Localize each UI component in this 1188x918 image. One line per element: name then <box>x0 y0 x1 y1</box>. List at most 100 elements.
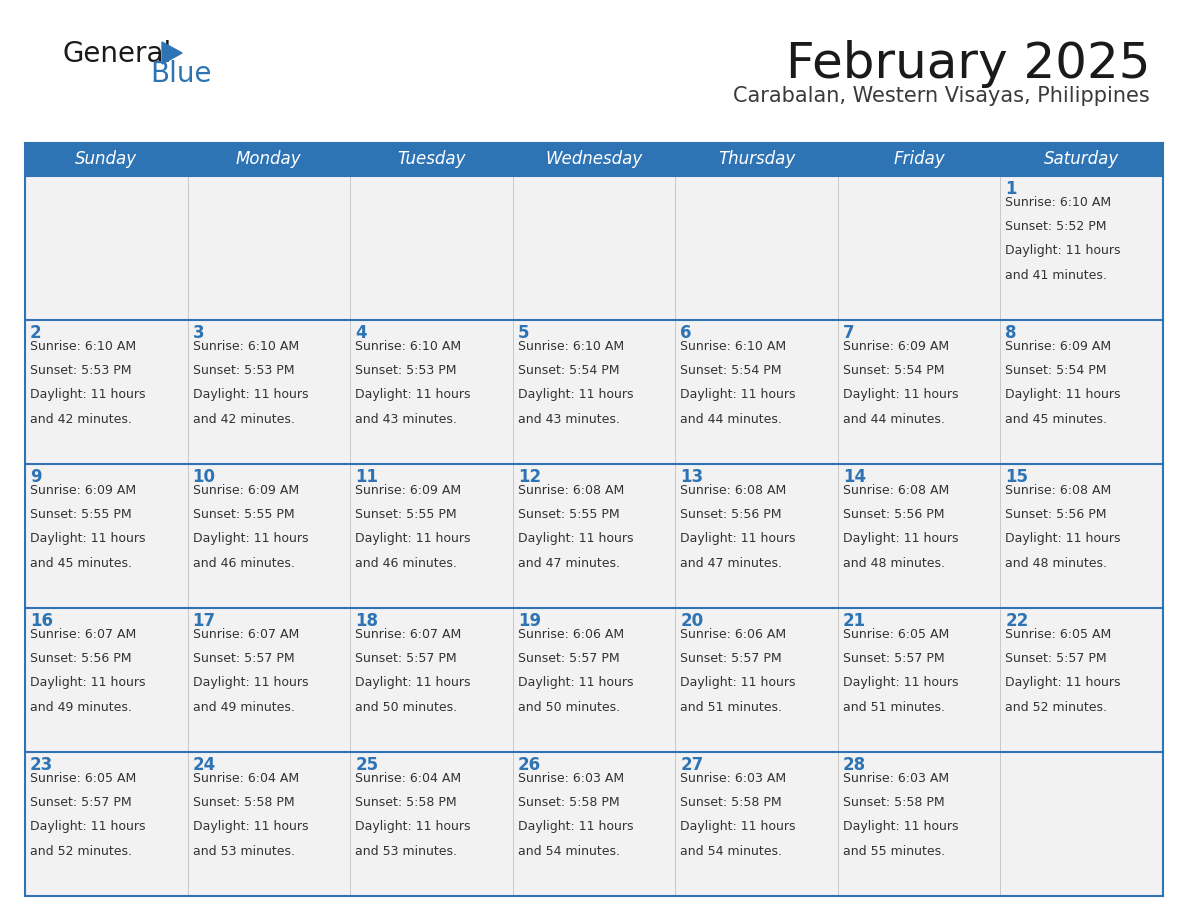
Text: Daylight: 11 hours: Daylight: 11 hours <box>30 388 145 401</box>
Text: Sunset: 5:57 PM: Sunset: 5:57 PM <box>30 796 132 809</box>
Text: Sunrise: 6:10 AM: Sunrise: 6:10 AM <box>518 340 624 353</box>
Text: Sunset: 5:54 PM: Sunset: 5:54 PM <box>842 364 944 377</box>
Bar <box>350 464 513 608</box>
Text: Sunset: 5:57 PM: Sunset: 5:57 PM <box>355 652 456 666</box>
Text: and 47 minutes.: and 47 minutes. <box>518 556 620 569</box>
Bar <box>350 608 513 752</box>
Text: 1: 1 <box>1005 180 1017 198</box>
Text: Daylight: 11 hours: Daylight: 11 hours <box>192 821 308 834</box>
Text: Daylight: 11 hours: Daylight: 11 hours <box>355 677 470 689</box>
Bar <box>513 608 675 752</box>
Bar <box>188 320 350 464</box>
Text: and 55 minutes.: and 55 minutes. <box>842 845 944 857</box>
Text: and 45 minutes.: and 45 minutes. <box>30 556 132 569</box>
Text: Sunrise: 6:04 AM: Sunrise: 6:04 AM <box>355 772 461 785</box>
Text: 2: 2 <box>30 324 42 342</box>
Bar <box>350 320 513 464</box>
Polygon shape <box>162 42 182 64</box>
Text: Daylight: 11 hours: Daylight: 11 hours <box>192 532 308 545</box>
Text: Sunrise: 6:05 AM: Sunrise: 6:05 AM <box>30 772 137 785</box>
Text: Sunrise: 6:06 AM: Sunrise: 6:06 AM <box>518 628 624 641</box>
Text: Sunrise: 6:08 AM: Sunrise: 6:08 AM <box>842 484 949 497</box>
Text: and 53 minutes.: and 53 minutes. <box>192 845 295 857</box>
Text: Sunset: 5:58 PM: Sunset: 5:58 PM <box>842 796 944 809</box>
Text: 9: 9 <box>30 468 42 486</box>
Text: Sunrise: 6:09 AM: Sunrise: 6:09 AM <box>192 484 298 497</box>
Text: 4: 4 <box>355 324 367 342</box>
Text: Daylight: 11 hours: Daylight: 11 hours <box>1005 388 1121 401</box>
Text: 3: 3 <box>192 324 204 342</box>
Text: 19: 19 <box>518 612 541 630</box>
Text: Sunset: 5:54 PM: Sunset: 5:54 PM <box>681 364 782 377</box>
Text: Daylight: 11 hours: Daylight: 11 hours <box>842 532 959 545</box>
Text: Thursday: Thursday <box>718 151 795 169</box>
Text: Sunrise: 6:09 AM: Sunrise: 6:09 AM <box>355 484 461 497</box>
Text: 17: 17 <box>192 612 216 630</box>
Text: and 50 minutes.: and 50 minutes. <box>518 700 620 713</box>
Text: Sunset: 5:57 PM: Sunset: 5:57 PM <box>1005 652 1107 666</box>
Text: and 52 minutes.: and 52 minutes. <box>1005 700 1107 713</box>
Text: Daylight: 11 hours: Daylight: 11 hours <box>681 821 796 834</box>
Bar <box>838 176 1000 320</box>
Text: 27: 27 <box>681 756 703 774</box>
Text: Daylight: 11 hours: Daylight: 11 hours <box>518 532 633 545</box>
Text: and 47 minutes.: and 47 minutes. <box>681 556 782 569</box>
Bar <box>25 143 1163 176</box>
Text: Friday: Friday <box>893 151 944 169</box>
Bar <box>25 320 188 464</box>
Text: Sunset: 5:53 PM: Sunset: 5:53 PM <box>355 364 456 377</box>
Text: Daylight: 11 hours: Daylight: 11 hours <box>355 388 470 401</box>
Text: and 49 minutes.: and 49 minutes. <box>192 700 295 713</box>
Bar <box>675 752 838 896</box>
Text: Sunrise: 6:05 AM: Sunrise: 6:05 AM <box>842 628 949 641</box>
Text: Wednesday: Wednesday <box>545 151 643 169</box>
Text: and 43 minutes.: and 43 minutes. <box>355 412 457 426</box>
Text: Daylight: 11 hours: Daylight: 11 hours <box>355 821 470 834</box>
Text: Blue: Blue <box>150 60 211 88</box>
Text: Sunset: 5:52 PM: Sunset: 5:52 PM <box>1005 220 1107 233</box>
Text: Sunrise: 6:05 AM: Sunrise: 6:05 AM <box>1005 628 1112 641</box>
Text: and 42 minutes.: and 42 minutes. <box>192 412 295 426</box>
Text: Sunrise: 6:06 AM: Sunrise: 6:06 AM <box>681 628 786 641</box>
Text: Sunset: 5:53 PM: Sunset: 5:53 PM <box>192 364 295 377</box>
Text: Daylight: 11 hours: Daylight: 11 hours <box>1005 677 1121 689</box>
Text: Sunrise: 6:09 AM: Sunrise: 6:09 AM <box>30 484 137 497</box>
Bar <box>1000 752 1163 896</box>
Text: Sunrise: 6:09 AM: Sunrise: 6:09 AM <box>1005 340 1112 353</box>
Text: Daylight: 11 hours: Daylight: 11 hours <box>192 677 308 689</box>
Text: Daylight: 11 hours: Daylight: 11 hours <box>30 821 145 834</box>
Text: 21: 21 <box>842 612 866 630</box>
Text: 15: 15 <box>1005 468 1029 486</box>
Text: Sunset: 5:58 PM: Sunset: 5:58 PM <box>355 796 456 809</box>
Text: Sunset: 5:57 PM: Sunset: 5:57 PM <box>192 652 295 666</box>
Text: and 46 minutes.: and 46 minutes. <box>192 556 295 569</box>
Bar <box>188 752 350 896</box>
Text: 28: 28 <box>842 756 866 774</box>
Bar <box>838 752 1000 896</box>
Text: Saturday: Saturday <box>1044 151 1119 169</box>
Bar <box>838 464 1000 608</box>
Text: and 54 minutes.: and 54 minutes. <box>681 845 782 857</box>
Text: and 48 minutes.: and 48 minutes. <box>842 556 944 569</box>
Text: Sunset: 5:55 PM: Sunset: 5:55 PM <box>518 509 619 521</box>
Bar <box>188 608 350 752</box>
Text: and 50 minutes.: and 50 minutes. <box>355 700 457 713</box>
Bar <box>675 176 838 320</box>
Text: Daylight: 11 hours: Daylight: 11 hours <box>681 677 796 689</box>
Text: 25: 25 <box>355 756 378 774</box>
Text: 26: 26 <box>518 756 541 774</box>
Text: 8: 8 <box>1005 324 1017 342</box>
Text: Sunset: 5:55 PM: Sunset: 5:55 PM <box>30 509 132 521</box>
Text: Sunrise: 6:03 AM: Sunrise: 6:03 AM <box>842 772 949 785</box>
Text: Sunrise: 6:07 AM: Sunrise: 6:07 AM <box>30 628 137 641</box>
Text: General: General <box>62 40 171 68</box>
Text: 10: 10 <box>192 468 215 486</box>
Text: Sunrise: 6:07 AM: Sunrise: 6:07 AM <box>192 628 299 641</box>
Text: 5: 5 <box>518 324 529 342</box>
Text: 6: 6 <box>681 324 691 342</box>
Text: and 44 minutes.: and 44 minutes. <box>842 412 944 426</box>
Bar <box>188 176 350 320</box>
Bar <box>675 608 838 752</box>
Text: Sunset: 5:56 PM: Sunset: 5:56 PM <box>1005 509 1107 521</box>
Bar <box>1000 320 1163 464</box>
